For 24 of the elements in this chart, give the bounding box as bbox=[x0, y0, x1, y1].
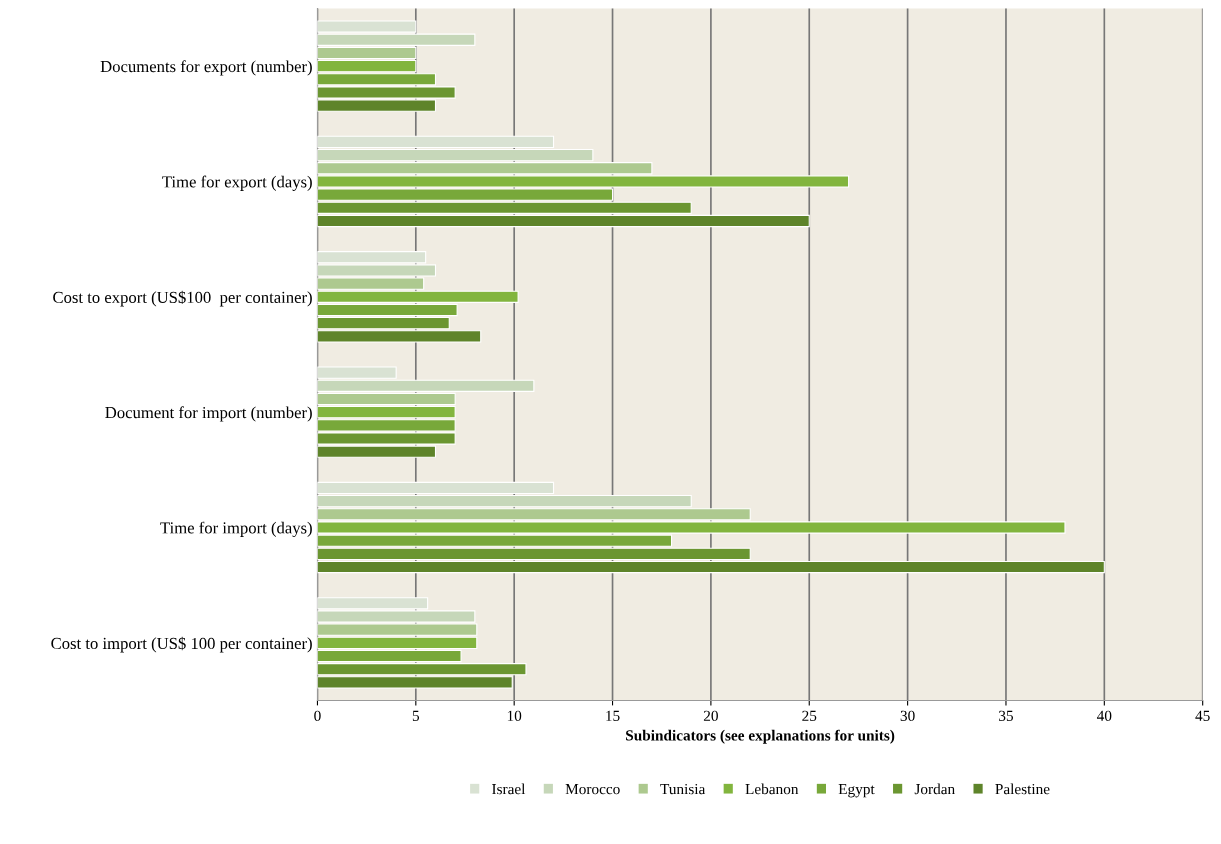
x-tick-label: 5 bbox=[412, 710, 420, 721]
legend-label: Jordan bbox=[914, 783, 955, 795]
legend-label: Palestine bbox=[995, 783, 1050, 795]
legend-label: Lebanon bbox=[745, 783, 799, 795]
x-tick-label: 10 bbox=[507, 710, 522, 721]
legend-label: Egypt bbox=[838, 784, 875, 798]
x-tick-label: 0 bbox=[314, 710, 321, 721]
y-tick-label: Time for import (days) bbox=[160, 521, 312, 537]
y-tick-label: Cost to export (US$100 per container) bbox=[53, 290, 312, 307]
x-tick-label: 35 bbox=[999, 710, 1014, 721]
x-tick-label: 25 bbox=[802, 710, 817, 721]
x-tick-label: 40 bbox=[1096, 710, 1112, 721]
x-tick-label: 30 bbox=[900, 710, 915, 721]
legend-label: Israel bbox=[492, 783, 526, 795]
y-tick-label: Document for import (number) bbox=[105, 406, 312, 422]
legend-label: Morocco bbox=[565, 784, 620, 795]
x-tick-label: 45 bbox=[1195, 710, 1210, 721]
x-tick-label: 20 bbox=[703, 710, 718, 721]
legend-label: Tunisia bbox=[660, 783, 706, 795]
x-axis-title: Subindicators (see explanations for units) bbox=[626, 729, 895, 744]
y-tick-label: Time for export (days) bbox=[162, 175, 312, 191]
y-tick-label: Cost to import (US$ 100 per container) bbox=[51, 636, 312, 653]
y-tick-label: Documents for export (number) bbox=[100, 60, 312, 76]
x-tick-label: 15 bbox=[606, 710, 620, 721]
